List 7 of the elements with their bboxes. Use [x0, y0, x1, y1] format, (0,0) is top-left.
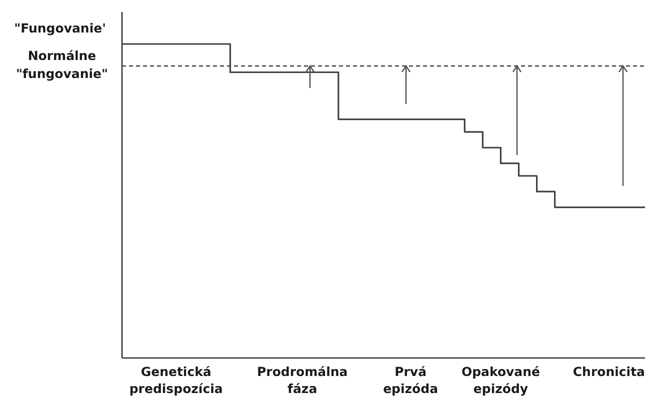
x-tick-label: Opakované epizódy	[461, 364, 540, 396]
x-tick-label: Prodromálna fáza	[256, 364, 348, 396]
ref-line-label: Normálne "fungovanie"	[16, 48, 108, 82]
x-tick-label: Prvá epizóda	[383, 364, 438, 396]
x-tick-label: Chronicita	[572, 364, 645, 380]
x-tick-label: Genetická predispozícia	[129, 364, 223, 396]
text: "Fungovanie'	[14, 20, 106, 36]
